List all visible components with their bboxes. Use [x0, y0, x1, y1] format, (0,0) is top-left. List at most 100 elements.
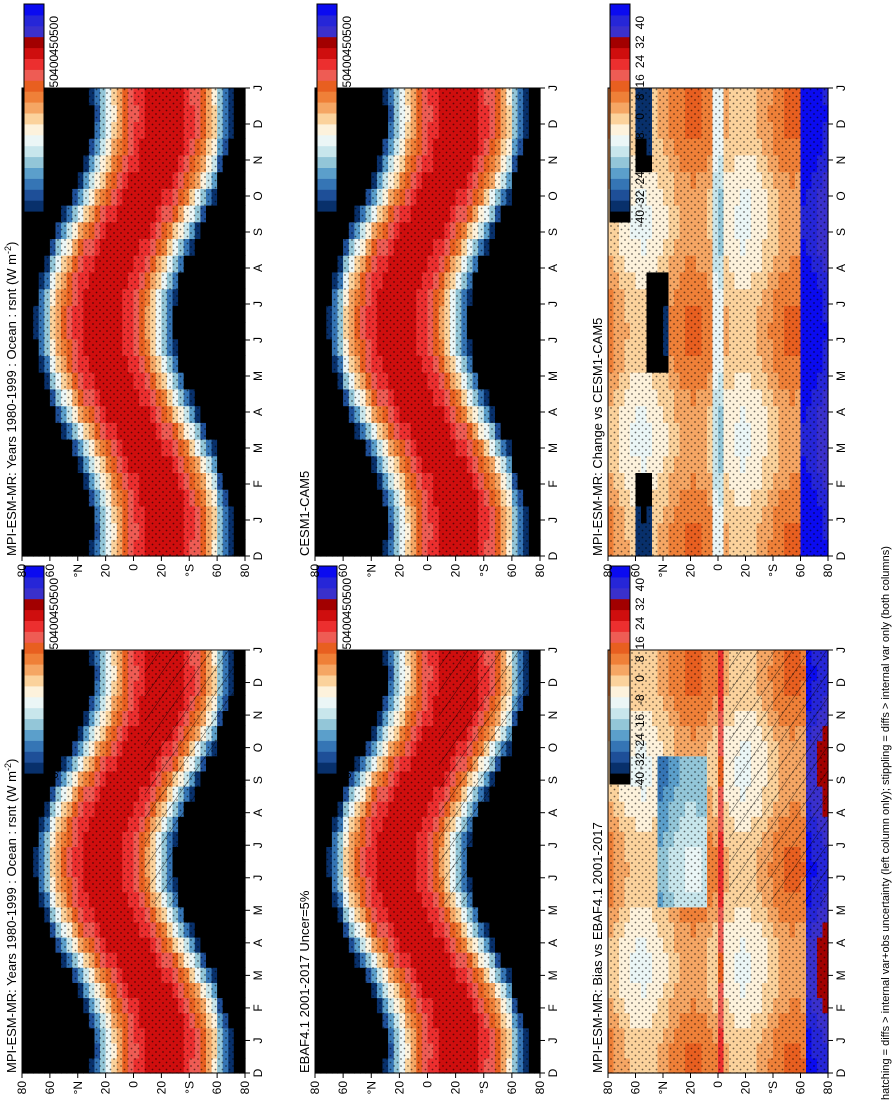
month-tick-label: O [251, 191, 265, 200]
colorbar-swatch [317, 696, 337, 709]
month-tick-label: S [546, 776, 560, 784]
month-tick-label: D [251, 119, 265, 128]
lat-tick-label: 20 [154, 1081, 168, 1095]
month-tick-label: J [546, 875, 560, 881]
colorbar-swatch [24, 762, 44, 774]
colorbar-tick-label: 50 [340, 752, 354, 766]
month-tick-label: M [251, 443, 265, 453]
colorbar-swatch [24, 751, 44, 763]
colorbar-tick-label: 200 [47, 132, 61, 152]
colorbar-tick-label: 300 [47, 93, 61, 113]
month-tick-label: J [251, 1037, 265, 1043]
lat-tick-label: 80 [15, 1081, 29, 1095]
colorbar-swatch [24, 664, 44, 676]
month-tick-label: J [834, 1037, 848, 1043]
colorbar-tick-label: 24 [633, 616, 647, 630]
lat-tick-label: °N [364, 1081, 378, 1094]
colorbar-swatch [24, 653, 44, 665]
lat-tick-label: 60 [794, 1081, 808, 1095]
colorbar-swatch [24, 36, 44, 49]
colorbar-swatch [24, 620, 44, 632]
lat-tick-label: 60 [210, 564, 224, 578]
colorbar-tick-label: 0 [340, 772, 354, 779]
colorbar-swatch [24, 156, 44, 168]
colorbar-swatch [610, 707, 630, 720]
colorbar-swatch [24, 576, 44, 589]
colorbar-tick-label: 400 [47, 616, 61, 636]
colorbar-tick-label: 50 [47, 752, 61, 766]
colorbar-swatch [24, 113, 44, 125]
colorbar-swatch [317, 685, 337, 698]
colorbar-swatch [24, 707, 44, 720]
month-tick-label: F [251, 1004, 265, 1011]
lat-tick-label: 0 [421, 1081, 435, 1088]
colorbar-swatch [24, 80, 44, 92]
month-tick-label: O [251, 743, 265, 752]
colorbar-tick-label: 200 [340, 694, 354, 714]
colorbar-swatch [610, 631, 630, 643]
lat-tick-label: 80 [821, 1081, 835, 1095]
colorbar-swatch [317, 762, 337, 774]
colorbar-swatch [24, 69, 44, 81]
month-tick-label: A [546, 809, 560, 817]
colorbar-swatch [317, 642, 337, 654]
panel-title: MPI-ESM-MR: Bias vs EBAF4.1 2001-2017 [590, 822, 605, 1073]
colorbar-swatch [24, 609, 44, 621]
colorbar-tick-label: -8 [633, 694, 647, 705]
colorbar-tick-label: 150 [340, 713, 354, 733]
colorbar-swatch [610, 762, 630, 774]
colorbar-swatch [24, 14, 44, 27]
month-tick-label: J [251, 842, 265, 848]
colorbar-tick-label: -40 [633, 772, 647, 790]
panel-title-end: ) [4, 759, 19, 763]
month-tick-label: J [834, 647, 848, 653]
month-tick-label: N [251, 156, 265, 165]
colorbar-swatch [24, 123, 44, 136]
colorbar-swatch [24, 740, 44, 752]
colorbar-swatch [24, 58, 44, 70]
colorbar-swatch [24, 167, 44, 179]
colorbar-swatch [317, 729, 337, 741]
colorbar-tick-label: 500 [47, 16, 61, 36]
month-tick-label: N [834, 711, 848, 720]
colorbar-frame [23, 565, 45, 785]
month-tick-label: S [251, 776, 265, 784]
colorbar-tick-label: 350 [47, 74, 61, 94]
month-tick-label: J [251, 647, 265, 653]
colorbar-swatch [317, 631, 337, 643]
colorbar-tick-label: 250 [340, 675, 354, 695]
month-tick-label: A [834, 939, 848, 947]
lat-tick-label: °N [71, 564, 85, 577]
lat-tick-label: 80 [238, 1081, 252, 1095]
colorbar-swatch [24, 47, 44, 59]
month-tick-label: A [251, 408, 265, 416]
colorbar-tick-label: 100 [47, 171, 61, 191]
month-tick-label: J [251, 301, 265, 307]
month-tick-label: J [251, 517, 265, 523]
colorbar-tick-label: 350 [47, 636, 61, 656]
lat-tick-label: 60 [505, 1081, 519, 1095]
month-tick-label: M [251, 970, 265, 980]
colorbar-tick-label: 400 [340, 616, 354, 636]
month-tick-label: A [251, 264, 265, 272]
colorbar-swatch [610, 685, 630, 698]
colorbar-swatch [317, 576, 337, 589]
month-tick-label: D [251, 678, 265, 687]
colorbar-swatch [317, 587, 337, 600]
colorbar-swatch [610, 576, 630, 589]
stippling-overlay [22, 88, 245, 556]
colorbar-tick-label: -32 [633, 752, 647, 770]
lat-tick-label: °S [182, 564, 196, 577]
lat-tick-label: °N [656, 1081, 670, 1094]
lat-tick-label: 20 [449, 1081, 463, 1095]
colorbar-tick-label: 250 [47, 113, 61, 133]
lat-tick-label: 20 [154, 564, 168, 578]
lat-tick-label: 60 [629, 1081, 643, 1095]
panel-title: EBAF4.1 2001-2017 Uncer=5% [297, 890, 312, 1073]
lat-tick-label: °S [182, 1081, 196, 1094]
month-tick-label: M [251, 371, 265, 381]
month-tick-label: J [251, 337, 265, 343]
